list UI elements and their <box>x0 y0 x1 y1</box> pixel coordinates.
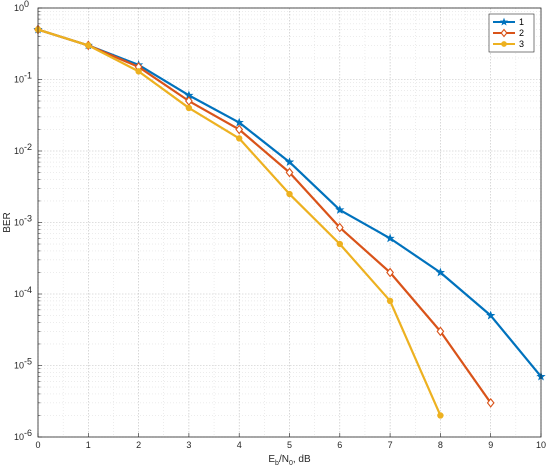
legend-label: 1 <box>519 17 524 27</box>
y-tick-exponent: -5 <box>24 357 32 367</box>
data-point <box>85 42 92 49</box>
y-tick-exponent: 0 <box>24 0 29 9</box>
x-tick-label: 4 <box>237 440 242 450</box>
data-point <box>386 267 395 278</box>
series-layer <box>33 24 546 419</box>
x-tick-label: 8 <box>438 440 443 450</box>
x-tick-label: 1 <box>86 440 91 450</box>
x-tick-label: 10 <box>536 440 546 450</box>
y-tick-label: 10 <box>14 146 24 156</box>
y-tick-exponent: -6 <box>24 428 32 438</box>
data-point <box>235 135 243 142</box>
series-3 <box>34 26 444 419</box>
data-point <box>486 310 496 320</box>
data-point <box>335 222 344 233</box>
data-point <box>501 41 507 47</box>
data-point <box>336 240 343 248</box>
data-point <box>499 17 509 26</box>
x-tick-label: 0 <box>35 440 40 450</box>
data-point <box>234 117 244 127</box>
y-tick-label: 10 <box>14 289 24 299</box>
data-point <box>285 167 294 178</box>
y-tick-exponent: -3 <box>24 214 32 224</box>
legend-item-2: 2 <box>493 28 524 38</box>
data-point <box>386 297 394 305</box>
x-tick-label: 6 <box>337 440 342 450</box>
y-tick-label: 10 <box>14 432 24 442</box>
data-point <box>185 104 193 112</box>
legend-item-1: 1 <box>493 17 524 27</box>
y-tick-exponent: -1 <box>24 71 32 81</box>
x-axis-label: Eb/N0, dB <box>268 454 311 467</box>
legend: 123 <box>488 13 535 53</box>
x-tick-label: 9 <box>488 440 493 450</box>
data-point <box>486 398 495 408</box>
data-point <box>235 124 244 135</box>
legend-label: 3 <box>519 39 524 49</box>
y-tick-exponent: -2 <box>24 142 32 152</box>
legend-item-3: 3 <box>493 39 524 49</box>
y-tick-label: 10 <box>14 3 24 13</box>
data-point <box>437 412 444 419</box>
y-tick-label: 10 <box>14 218 24 228</box>
data-point <box>284 157 295 167</box>
x-axis-ticks: 0 1 2 3 4 5 6 7 8 9 10 <box>35 433 546 450</box>
data-point <box>500 28 508 38</box>
y-tick-exponent: -4 <box>24 285 32 295</box>
data-point <box>135 68 142 75</box>
y-tick-label: 10 <box>14 361 24 371</box>
data-point <box>335 205 345 214</box>
data-point <box>436 326 445 337</box>
x-tick-label: 7 <box>388 440 393 450</box>
x-tick-label: 2 <box>136 440 141 450</box>
data-point <box>435 267 446 277</box>
x-tick-label: 3 <box>186 440 191 450</box>
y-axis-label: BER <box>2 212 13 233</box>
data-point <box>385 233 395 243</box>
y-tick-label: 10 <box>14 75 24 85</box>
legend-label: 2 <box>519 28 524 38</box>
series-line <box>37 28 492 404</box>
x-tick-label: 5 <box>287 440 292 450</box>
data-point <box>286 190 293 198</box>
